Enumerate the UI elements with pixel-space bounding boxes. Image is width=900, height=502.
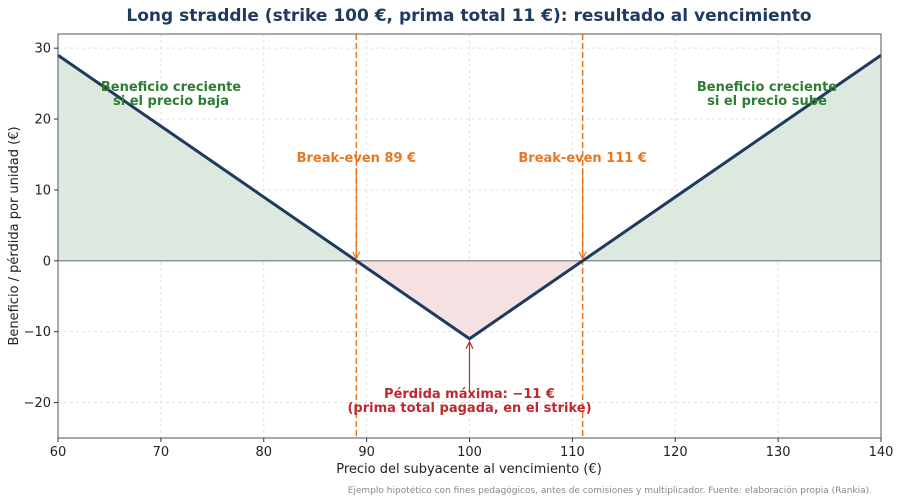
loss-area <box>356 260 583 339</box>
footnote: Ejemplo hipotético con fines pedagógicos… <box>348 485 872 496</box>
breakeven-arrow-right-head <box>578 251 587 261</box>
x-tick-label: 100 <box>457 445 482 460</box>
profit-left-label: si el precio baja <box>113 94 229 109</box>
payoff-line <box>57 54 882 341</box>
chart-title: Long straddle (strike 100 €, prima total… <box>126 6 811 26</box>
breakeven-arrow-left-head <box>352 251 361 261</box>
breakeven-right-label: Break-even 111 € <box>518 151 647 166</box>
breakeven-left-label: Break-even 89 € <box>297 151 417 166</box>
y-tick-label: −20 <box>24 396 51 411</box>
max-loss-label: Pérdida máxima: −11 € <box>384 387 555 402</box>
y-tick-label: 30 <box>34 42 51 57</box>
y-tick-label: 10 <box>34 183 51 198</box>
profit-right-label: si el precio sube <box>707 94 827 109</box>
y-axis-label: Beneficio / pérdida por unidad (€) <box>7 126 22 345</box>
profit-right-label: Beneficio creciente <box>697 80 837 95</box>
x-tick-label: 80 <box>255 445 272 460</box>
y-tick-label: 20 <box>34 113 51 128</box>
max-loss-label: (prima total pagada, en el strike) <box>347 401 591 416</box>
x-tick-label: 130 <box>766 445 791 460</box>
y-tick-label: 0 <box>43 254 51 269</box>
x-tick-label: 90 <box>358 445 375 460</box>
x-tick-label: 120 <box>663 445 688 460</box>
x-tick-label: 140 <box>869 445 894 460</box>
x-tick-label: 110 <box>560 445 585 460</box>
profit-left-label: Beneficio creciente <box>101 80 241 95</box>
y-tick-label: −10 <box>24 325 51 340</box>
x-axis-label: Precio del subyacente al vencimiento (€) <box>336 462 602 477</box>
x-tick-label: 70 <box>153 445 170 460</box>
max-loss-arrow-head <box>465 340 474 350</box>
x-tick-label: 60 <box>50 445 67 460</box>
